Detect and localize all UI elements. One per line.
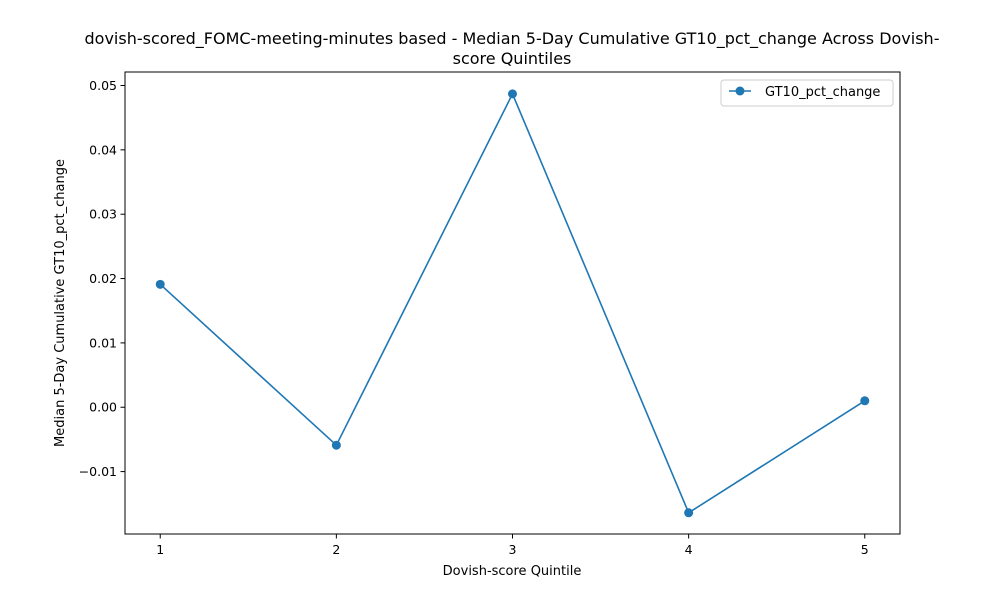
axes-frame	[124, 71, 901, 535]
x-axis-label: Dovish-score Quintile	[443, 564, 582, 579]
x-tick-label: 4	[685, 542, 693, 557]
y-tick-label: −0.01	[79, 464, 117, 479]
y-tick-label: 0.03	[89, 207, 117, 222]
x-tick-label: 2	[332, 542, 340, 557]
legend-label: GT10_pct_change	[765, 85, 880, 100]
y-axis-label: Median 5-Day Cumulative GT10_pct_change	[53, 159, 68, 447]
data-point-marker	[331, 440, 341, 450]
legend-box	[720, 79, 894, 107]
y-tick-label: 0.04	[89, 142, 117, 157]
chart-title-line-2: score Quintiles	[453, 49, 572, 68]
data-point-marker	[508, 89, 517, 99]
data-point-marker	[155, 279, 165, 289]
data-point-marker	[684, 508, 694, 518]
x-tick-label: 1	[156, 542, 164, 557]
plot-series	[155, 89, 870, 518]
y-tick-label: 0.00	[89, 400, 117, 415]
y-tick-label: 0.05	[89, 78, 117, 93]
y-tick-label: 0.01	[89, 335, 117, 350]
x-axis-ticks: 1 2 3 4 5	[156, 534, 869, 557]
y-axis-ticks: −0.01 0.00 0.01 0.02 0.03 0.04 0.05	[79, 78, 125, 479]
data-point-marker	[860, 396, 870, 406]
x-tick-label: 3	[509, 542, 517, 557]
y-tick-label: 0.02	[89, 271, 117, 286]
chart-title-line-1: dovish-scored_FOMC-meeting-minutes based…	[85, 29, 940, 49]
legend-marker-swatch	[735, 86, 745, 96]
x-tick-label: 5	[861, 542, 869, 557]
legend: GT10_pct_change	[720, 79, 894, 107]
